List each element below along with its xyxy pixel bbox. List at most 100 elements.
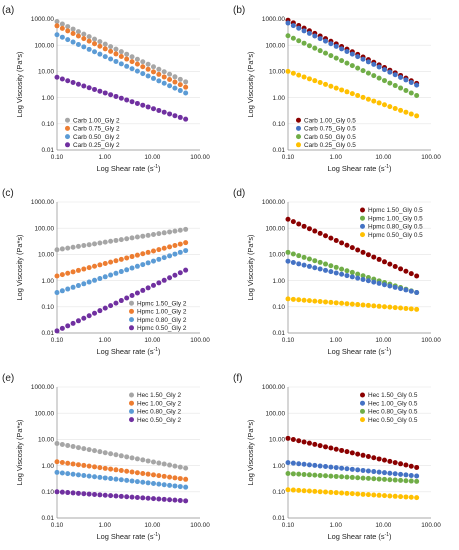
data-point xyxy=(150,480,156,486)
data-point xyxy=(408,463,414,469)
data-point xyxy=(129,478,135,484)
data-point xyxy=(355,451,361,457)
data-point xyxy=(177,484,183,490)
data-point xyxy=(129,54,135,60)
data-point xyxy=(301,488,307,494)
legend-marker xyxy=(65,134,70,140)
data-point xyxy=(381,457,387,463)
data-point xyxy=(108,451,114,457)
data-point xyxy=(408,111,414,117)
data-point xyxy=(161,473,167,479)
data-point xyxy=(323,444,329,450)
data-point xyxy=(328,235,334,241)
data-point xyxy=(150,64,156,70)
data-point xyxy=(86,85,92,91)
data-point xyxy=(285,258,291,264)
data-point xyxy=(86,313,92,319)
data-point xyxy=(156,78,162,84)
data-point xyxy=(398,305,404,311)
data-point xyxy=(306,226,312,232)
data-point xyxy=(86,38,92,44)
data-point xyxy=(65,323,71,329)
data-point xyxy=(118,256,124,262)
y-tick-label: 1000.00 xyxy=(31,199,55,206)
legend-entry: Hec 0.50_Gly 0.5 xyxy=(368,417,418,424)
y-tick-label: 0.10 xyxy=(42,489,55,496)
data-point xyxy=(323,267,329,273)
data-point xyxy=(312,472,318,478)
data-point xyxy=(328,83,334,89)
data-point xyxy=(365,475,371,481)
x-tick-label: 100.00 xyxy=(421,337,441,344)
legend-entry: Hpmc 0.50_Gly 0.5 xyxy=(368,232,423,239)
data-point xyxy=(124,63,130,69)
data-point xyxy=(296,471,302,477)
data-point xyxy=(108,272,114,278)
data-point xyxy=(86,279,92,285)
data-point xyxy=(75,445,81,451)
data-point xyxy=(140,470,146,476)
data-point xyxy=(81,31,87,37)
data-point xyxy=(414,82,420,88)
data-point xyxy=(371,61,377,67)
data-point xyxy=(398,107,404,113)
y-tick-label: 10.00 xyxy=(38,69,54,76)
data-point xyxy=(150,75,156,81)
data-point xyxy=(124,56,130,62)
x-tick-label: 10.00 xyxy=(375,337,391,344)
data-point xyxy=(328,269,334,275)
data-point xyxy=(328,299,334,305)
data-point xyxy=(344,60,350,66)
data-point xyxy=(167,83,173,89)
data-point xyxy=(349,274,355,280)
data-point xyxy=(161,277,167,283)
y-tick-label: 100.00 xyxy=(265,42,285,49)
data-point xyxy=(134,68,140,74)
x-tick-label: 10.00 xyxy=(144,337,160,344)
data-point xyxy=(333,300,339,306)
series-1 xyxy=(54,226,189,253)
data-point xyxy=(328,473,334,479)
data-point xyxy=(102,274,108,280)
data-point xyxy=(70,284,76,290)
data-point xyxy=(124,454,130,460)
legend-entry: Hpmc 1.00_Gly 2 xyxy=(137,309,187,316)
data-point xyxy=(339,58,345,64)
data-point xyxy=(102,475,108,481)
data-point xyxy=(156,460,162,466)
series-3 xyxy=(54,469,189,490)
data-point xyxy=(328,489,334,495)
data-point xyxy=(376,469,382,475)
data-point xyxy=(124,236,130,242)
series-2 xyxy=(54,23,189,90)
data-point xyxy=(75,283,81,289)
data-point xyxy=(172,475,178,481)
x-tick-label: 1.00 xyxy=(98,522,111,529)
data-point xyxy=(167,482,173,488)
data-point xyxy=(317,443,323,449)
data-point xyxy=(86,491,92,497)
data-point xyxy=(355,93,361,99)
data-point xyxy=(167,275,173,281)
data-point xyxy=(323,81,329,87)
data-point xyxy=(365,278,371,284)
data-point xyxy=(167,229,173,235)
data-point xyxy=(387,470,393,476)
panel-letter: (f) xyxy=(233,373,242,384)
legend-marker xyxy=(129,300,134,306)
data-point xyxy=(54,247,60,253)
data-point xyxy=(102,239,108,245)
x-tick-label: 10.00 xyxy=(375,154,391,161)
data-point xyxy=(140,495,146,501)
data-point xyxy=(360,56,366,62)
data-point xyxy=(408,472,414,478)
data-point xyxy=(156,256,162,262)
data-point xyxy=(108,493,114,499)
data-point xyxy=(167,77,173,83)
data-point xyxy=(134,61,140,67)
y-tick-label: 0.10 xyxy=(273,489,286,496)
data-point xyxy=(145,61,151,67)
